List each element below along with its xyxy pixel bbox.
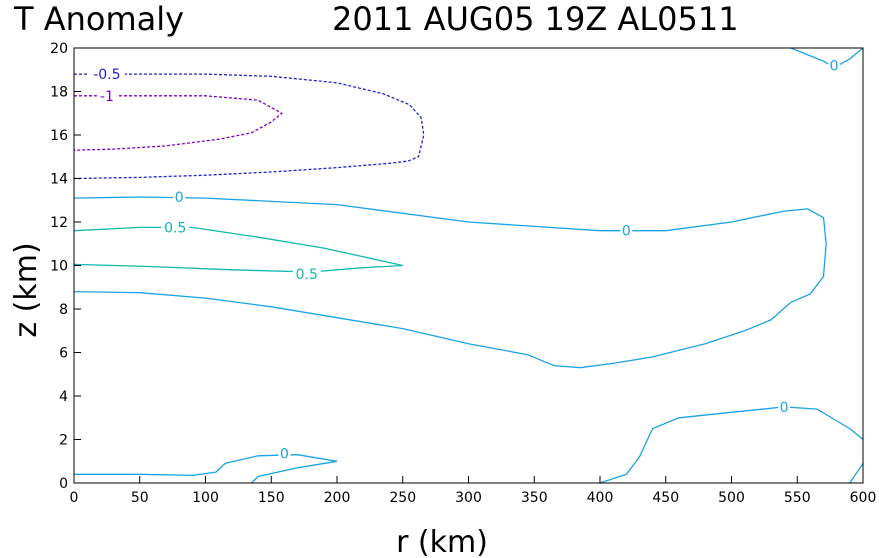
plot-frame [73,47,864,484]
contour-label: 0.5 [164,220,186,236]
contour-label: 0 [780,400,789,416]
contour-layer [73,47,864,484]
contour-line [790,47,864,69]
chart-title-left: T Anomaly [13,0,184,38]
contour-line [74,454,338,484]
contour-line [849,463,864,484]
contour-label-background [96,87,117,104]
contour-line [73,196,827,369]
contour-label: -1 [100,89,114,105]
y-tick-label: 0 [59,476,68,492]
y-tick-label: 18 [50,85,68,101]
x-tick-label: 600 [850,490,877,506]
x-axis-title: r (km) [396,525,488,558]
contour-label: 0 [830,58,839,74]
chart-title-right: 2011 AUG05 19Z AL0511 [332,0,739,38]
x-tick-label: 250 [389,490,416,506]
x-tick-label: 300 [455,490,482,506]
contour-label-background [778,398,791,415]
y-tick-label: 12 [50,215,68,231]
contour-label-background [292,266,321,283]
x-tick-label: 450 [652,490,679,506]
contour-line [73,226,403,273]
y-tick-label: 8 [59,302,68,318]
contour-label: 0 [175,190,184,206]
y-tick-label: 2 [59,433,68,449]
x-tick-label: 550 [784,490,811,506]
x-tick-label: 150 [258,490,285,506]
y-tick-label: 4 [59,389,68,405]
y-axis: 0 2 4 6 8 10 12 14 16 18 20 [50,41,81,492]
contour-label-background [88,66,125,83]
x-axis: 0 50 100 150 200 250 300 350 400 450 500 550 600 [70,476,877,506]
contour-label: 0 [622,224,631,240]
contour-label: 0 [280,447,289,463]
x-tick-label: 400 [587,490,614,506]
y-tick-label: 6 [59,346,68,362]
x-tick-label: 50 [131,490,149,506]
contour-label-background [173,188,186,205]
x-tick-label: 100 [192,490,219,506]
x-tick-label: 200 [324,490,351,506]
contour-line [73,73,425,180]
contour-label-background [161,219,190,236]
contour-label: -0.5 [93,67,120,83]
x-tick-label: 350 [521,490,548,506]
contour-line [73,95,283,151]
contour-label-background [828,57,841,74]
y-tick-label: 10 [50,259,68,275]
contour-line [599,406,864,484]
y-tick-label: 14 [50,172,68,188]
contour-label-background [278,445,291,462]
x-tick-label: 0 [70,490,79,506]
contour-label-layer: -0.5 -1 0 0 0.5 0.5 0 0 0 [88,57,841,463]
y-tick-label: 16 [50,128,68,144]
x-tick-label: 500 [718,490,745,506]
contour-label: 0.5 [296,267,318,283]
contour-label-background [620,222,633,239]
y-tick-label: 20 [50,41,68,57]
y-axis-title: z (km) [9,242,44,337]
